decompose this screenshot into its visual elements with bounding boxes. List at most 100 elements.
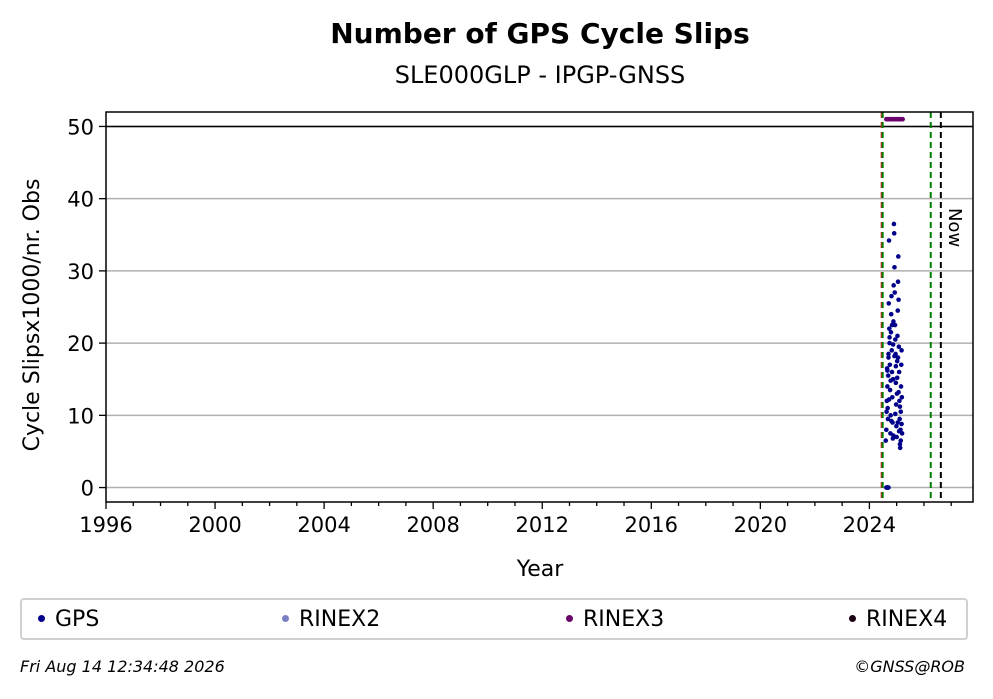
data-point-gps (889, 369, 895, 375)
data-point-gps (894, 375, 900, 381)
data-point-gps (899, 421, 904, 427)
data-point-gps (896, 297, 901, 303)
data-point-gps (887, 340, 892, 346)
footer-credit: ©GNSS@ROB (854, 657, 965, 676)
data-point-gps (895, 333, 900, 339)
x-tick-label: 2012 (515, 513, 568, 537)
legend-label-rinex3: RINEX3 (583, 607, 665, 632)
data-point-gps (895, 355, 901, 360)
plot-area: Now 1996 2000 2004 2008 2012 2016 2020 2024 0 10 20… (67, 111, 974, 537)
legend-label-rinex4: RINEX4 (866, 607, 948, 632)
data-point-gps (885, 384, 890, 389)
gps-marker-icon (38, 614, 45, 622)
data-point-gps (892, 290, 898, 295)
x-tick-label: 2004 (297, 513, 350, 537)
data-point-rinex3 (900, 116, 905, 122)
data-point-gps (886, 397, 892, 402)
data-point-gps (888, 311, 894, 317)
data-point-gps (897, 416, 902, 422)
y-tick-label: 40 (67, 188, 94, 212)
data-point-gps (886, 351, 891, 357)
data-point-gps (892, 264, 897, 270)
chart-subtitle: SLE000GLP - IPGP-GNSS (395, 61, 686, 89)
data-point-gps (897, 404, 903, 409)
data-point-gps (886, 485, 891, 490)
data-point-gps (885, 368, 890, 373)
data-point-gps (893, 363, 899, 369)
now-label: Now (944, 208, 965, 247)
x-tick-label: 2008 (406, 513, 459, 537)
data-point-gps (899, 394, 905, 400)
data-point-gps (898, 384, 904, 389)
data-point-gps (892, 411, 898, 417)
data-point-gps (892, 337, 898, 342)
data-point-gps (898, 362, 904, 368)
data-point-gps (891, 221, 897, 227)
data-point-gps (894, 423, 899, 429)
data-point-gps (895, 308, 901, 313)
x-tick-label: 2016 (625, 513, 678, 537)
data-point-gps (885, 416, 891, 422)
data-point-gps (886, 326, 892, 331)
legend-item-rinex2: RINEX2 (282, 608, 380, 632)
y-axis-label: Cycle Slipsx1000/nr. Obs (20, 179, 45, 452)
x-tick-label: 2000 (188, 513, 241, 537)
data-point-gps (898, 438, 904, 443)
data-point-gps (889, 394, 895, 400)
data-point-gps (885, 405, 890, 411)
x-tick-label: 2024 (843, 513, 896, 537)
data-point-gps (887, 362, 893, 368)
data-point-gps (896, 369, 902, 375)
data-point-gps (889, 348, 895, 353)
data-point-gps (898, 409, 904, 415)
legend-item-rinex3: RINEX3 (566, 608, 664, 632)
legend-item-gps: GPS (38, 608, 99, 632)
data-point-gps (893, 402, 899, 407)
data-point-gps (892, 353, 897, 359)
data-point-gps (888, 378, 893, 383)
data-point-gps (889, 293, 894, 299)
data-point-gps (887, 387, 893, 393)
x-tick-label: 2020 (734, 513, 787, 537)
data-point-gps (895, 254, 901, 259)
data-point-gps (888, 329, 894, 335)
legend-item-rinex4: RINEX4 (849, 608, 947, 632)
footer-timestamp: Fri Aug 14 12:34:48 2026 (20, 657, 225, 676)
cycle-slips-chart: Number of GPS Cycle Slips SLE000GLP - IP… (20, 17, 974, 582)
data-point-gps (887, 335, 892, 340)
data-point-gps (884, 427, 889, 433)
data-point-gps (886, 355, 891, 360)
data-point-gps (897, 398, 902, 404)
data-point-gps (891, 433, 896, 438)
data-point-gps (888, 413, 893, 418)
data-point-gps (889, 418, 894, 424)
chart-title: Number of GPS Cycle Slips (330, 17, 750, 50)
data-point-gps (884, 409, 889, 415)
data-point-gps (896, 389, 901, 395)
legend: GPS RINEX2 RINEX3 RINEX4 (20, 598, 968, 640)
data-point-gps (889, 322, 895, 328)
data-point-gps (886, 301, 892, 306)
data-point-gps (894, 358, 900, 364)
data-point-gps (891, 319, 896, 324)
legend-label-rinex2: RINEX2 (299, 607, 381, 632)
data-point-gps (883, 438, 889, 443)
data-point-gps (897, 445, 903, 451)
data-point-gps (895, 420, 901, 425)
rinex3-marker-icon (566, 614, 573, 622)
data-point-gps (899, 348, 904, 353)
rinex4-marker-icon (849, 614, 856, 622)
data-point-gps (896, 428, 902, 434)
y-tick-label: 0 (81, 477, 94, 501)
y-tick-label: 10 (67, 404, 94, 428)
data-point-gps (885, 373, 891, 378)
x-tick-label: 1996 (79, 513, 132, 537)
x-axis-label: Year (516, 557, 565, 582)
data-point-gps (896, 344, 902, 350)
y-tick-label: 30 (67, 260, 94, 284)
data-point-gps (891, 231, 897, 236)
plot-frame (105, 111, 974, 503)
data-point-gps (890, 342, 896, 347)
rinex2-marker-icon (282, 614, 289, 622)
data-point-gps (897, 441, 903, 447)
